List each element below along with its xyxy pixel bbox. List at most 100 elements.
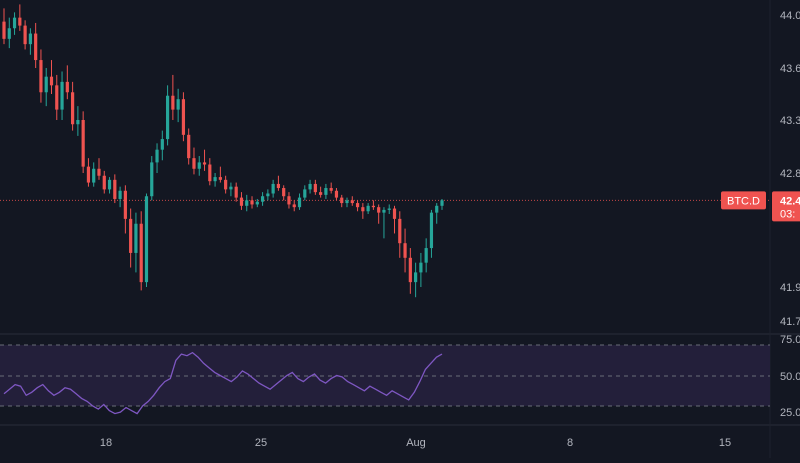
candle [419,252,423,287]
candle-body [250,200,254,205]
candle [134,212,138,273]
candle [313,179,317,195]
candle-body [55,85,59,110]
price-badges: BTC.D 42.403: [721,191,800,222]
candle [144,193,149,287]
price-tick-label: 44.0 [780,10,800,22]
candle-body [208,164,212,182]
candle [55,74,59,120]
candle-body [34,33,38,61]
candle [250,196,254,209]
candle [113,174,117,204]
candle [440,198,444,210]
candle [350,196,354,206]
candle-body [129,218,133,253]
candle [324,183,328,199]
candle [129,208,133,268]
candle [382,207,386,239]
candle [34,22,38,68]
candle-body [218,177,222,180]
candle [197,156,201,176]
candle-body [123,190,127,219]
candle-body [113,179,117,199]
candle [171,74,175,120]
candle-body [107,179,112,190]
time-axis[interactable]: 18 25 Aug 8 15 [100,437,731,449]
candle [329,182,333,194]
candle [229,182,233,197]
candle-body [297,197,302,208]
candle [224,175,228,194]
candle [18,4,22,31]
candle-body [28,33,32,45]
candle-body [382,209,386,213]
candle [60,71,64,120]
candle [366,203,370,214]
candle [345,197,349,208]
candle [234,182,238,202]
candle-body [366,205,370,212]
candle-body [440,200,444,206]
candle-body [197,162,201,169]
candle [282,185,286,201]
countdown-text: 03: [780,208,795,220]
candle-body [76,120,80,125]
candle [155,143,159,173]
candle-body [377,207,381,213]
candle [361,203,365,219]
candle [65,65,69,100]
candle [165,85,170,146]
candle [340,194,344,208]
candle-body [287,196,291,205]
candle [371,200,375,210]
candle-body [165,95,170,140]
candle [424,238,428,273]
symbol-badge-text: BTC.D [727,195,760,207]
candle-body [12,17,17,29]
candle-body [392,208,397,219]
rsi-tick-label: 50.0 [780,371,800,383]
candle [387,204,391,214]
candle-body [118,190,122,199]
candle-body [371,205,375,208]
rsi-line [3,351,443,415]
candle-body [18,17,22,26]
time-tick-label: 25 [255,437,267,449]
candle-body [419,262,423,273]
candles [2,4,444,298]
candle [303,185,307,201]
candle [39,49,43,103]
candle [176,88,180,123]
rsi-axis[interactable]: 75.0 50.0 25.0 [780,334,800,419]
candle-body [176,99,180,110]
candle [123,185,127,234]
last-price-badge-bg [772,191,800,222]
candle [297,193,302,210]
candle [187,128,191,165]
candle-body [345,200,349,204]
candle [44,68,48,107]
price-tick-label: 43.6 [780,63,800,75]
candle-body [255,201,259,205]
candle-body [139,223,143,283]
candle-body [266,193,270,197]
candle-body [160,139,164,150]
candle [239,192,244,210]
candle [28,28,32,55]
rsi-panel [0,344,770,407]
time-tick-label: 18 [100,437,112,449]
candle-body [192,158,196,169]
candle [218,166,222,183]
candle-body [319,192,323,195]
candle-body [144,196,149,283]
candle-body [213,177,217,182]
candle [435,203,439,224]
candle-body [355,203,360,208]
candle-body [155,149,159,163]
price-tick-label: 43.3 [780,115,800,127]
candle [334,188,339,201]
candle-body [282,188,286,197]
candle [12,12,17,35]
